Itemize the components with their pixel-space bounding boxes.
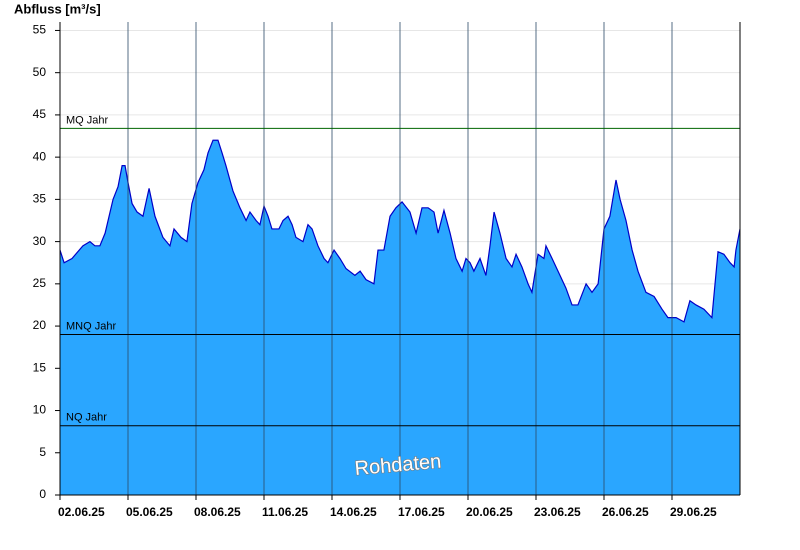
y-tick-label: 20 bbox=[33, 318, 47, 332]
x-tick-label: 02.06.25 bbox=[58, 505, 105, 519]
x-tick-label: 17.06.25 bbox=[398, 505, 445, 519]
x-tick-label: 11.06.25 bbox=[262, 505, 308, 519]
y-tick-label: 25 bbox=[33, 276, 47, 290]
x-tick-label: 23.06.25 bbox=[534, 505, 581, 519]
x-tick-label: 08.06.25 bbox=[194, 505, 241, 519]
area-line bbox=[59, 139, 741, 323]
y-tick-label: 45 bbox=[33, 107, 47, 121]
y-tick-label: 30 bbox=[33, 234, 47, 248]
y-tick-label: 10 bbox=[33, 403, 47, 417]
reference-label: MNQ Jahr bbox=[66, 320, 116, 332]
x-tick-label: 26.06.25 bbox=[602, 505, 649, 519]
x-tick-label: 05.06.25 bbox=[126, 505, 173, 519]
y-tick-label: 0 bbox=[39, 487, 46, 501]
y-axis-title: Abfluss [m³/s] bbox=[14, 1, 101, 16]
y-tick-label: 40 bbox=[33, 149, 47, 163]
x-tick-label: 14.06.25 bbox=[330, 505, 377, 519]
x-tick-label: 20.06.25 bbox=[466, 505, 513, 519]
y-tick-label: 35 bbox=[33, 192, 47, 206]
x-tick-label: 29.06.25 bbox=[670, 505, 717, 519]
reference-label: MQ Jahr bbox=[66, 114, 109, 126]
reference-label: NQ Jahr bbox=[66, 412, 107, 424]
y-tick-label: 15 bbox=[33, 360, 47, 374]
y-tick-label: 50 bbox=[33, 65, 47, 79]
y-tick-label: 55 bbox=[33, 23, 47, 37]
y-tick-label: 5 bbox=[39, 445, 46, 459]
